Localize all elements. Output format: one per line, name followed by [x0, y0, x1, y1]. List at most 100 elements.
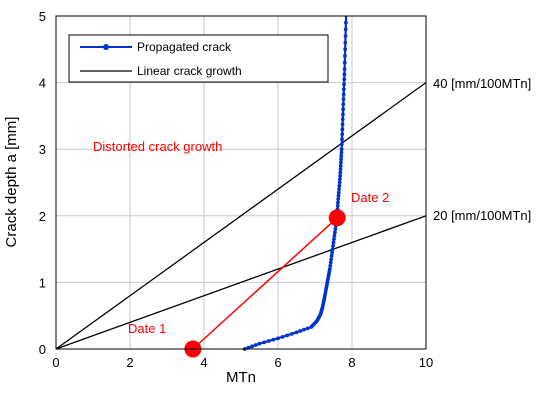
- y-tick-label: 1: [39, 275, 46, 290]
- propagated-crack-point: [340, 127, 345, 132]
- propagated-crack-point: [343, 20, 348, 25]
- x-tick-label: 6: [274, 355, 281, 370]
- date-2-marker: [328, 209, 346, 227]
- x-tick-label: 10: [419, 355, 433, 370]
- propagated-crack-point: [336, 200, 340, 205]
- propagated-crack-point: [343, 54, 347, 58]
- x-tick-label: 2: [126, 355, 133, 370]
- legend-label-linear: Linear crack growth: [137, 64, 242, 78]
- propagated-crack-point: [337, 177, 342, 182]
- x-tick-label: 4: [200, 355, 207, 370]
- y-tick-label: 2: [39, 209, 46, 224]
- legend: Propagated crack Linear crack growth: [68, 34, 329, 83]
- propagated-crack-point: [332, 230, 337, 235]
- propagated-crack-point: [333, 227, 338, 232]
- propagated-crack-point: [253, 343, 258, 347]
- propagated-crack-point: [338, 173, 343, 178]
- propagated-crack-point: [289, 331, 294, 336]
- propagated-crack-point: [280, 334, 285, 339]
- propagated-crack-point: [342, 82, 346, 87]
- propagated-crack-point: [336, 193, 341, 198]
- propagated-crack-point: [343, 47, 348, 52]
- propagated-crack-point: [341, 92, 346, 97]
- legend-box: [68, 34, 329, 83]
- propagated-crack-point: [343, 27, 348, 32]
- propagated-crack-point: [339, 147, 344, 152]
- propagated-crack-point: [305, 326, 310, 331]
- propagated-crack-point: [337, 187, 341, 192]
- propagated-crack-point: [332, 237, 336, 242]
- propagated-crack-point: [340, 137, 344, 142]
- propagated-crack-point: [276, 336, 280, 341]
- propagated-crack-point: [339, 150, 344, 155]
- propagated-crack-point: [338, 170, 343, 175]
- propagated-crack-point: [294, 330, 299, 335]
- propagated-crack-point: [250, 344, 255, 349]
- propagated-crack-point: [338, 163, 343, 168]
- propagated-crack-point: [341, 102, 346, 107]
- x-tick-label: 8: [348, 355, 355, 370]
- propagated-crack-point: [342, 67, 347, 72]
- propagated-crack-point: [262, 340, 267, 345]
- legend-marker-propagated: [103, 44, 109, 50]
- propagated-crack-point: [336, 190, 341, 195]
- propagated-crack-point: [332, 233, 337, 238]
- propagated-crack-point: [328, 260, 333, 265]
- linear-growth-line-20: [55, 215, 427, 350]
- plot-frame: [55, 15, 427, 350]
- propagated-crack-point: [330, 250, 335, 255]
- propagated-crack-point: [343, 40, 348, 45]
- legend-label-propagated: Propagated crack: [137, 40, 232, 54]
- propagated-crack-point: [329, 257, 334, 261]
- propagated-crack-point: [340, 132, 345, 137]
- propagated-crack-point: [339, 142, 344, 147]
- propagated-crack-point: [339, 157, 343, 162]
- propagated-crack-point: [327, 267, 332, 271]
- propagated-crack-point: [331, 243, 335, 248]
- propagated-crack-point: [341, 107, 346, 112]
- x-axis-label: MTn: [226, 369, 256, 386]
- distorted-growth-line: [192, 217, 338, 350]
- tick-labels: 0 2 4 6 8 10 0 1 2 3 4 5: [39, 9, 433, 370]
- propagated-crack-point: [337, 183, 342, 188]
- series-layer: [55, 15, 427, 358]
- propagated-crack-point: [342, 60, 347, 65]
- propagated-crack-point: [341, 87, 346, 92]
- annotation-20-rate: 20 [mm/100MTn]: [433, 208, 531, 223]
- propagated-crack-point: [257, 341, 262, 346]
- propagated-crack-point: [328, 263, 333, 268]
- propagated-crack-point: [298, 329, 303, 333]
- propagated-crack-point: [271, 337, 276, 342]
- propagated-crack-point: [339, 160, 343, 165]
- annotation-date-2: Date 2: [351, 190, 389, 205]
- linear-growth-line-40: [55, 82, 427, 350]
- y-axis-label: Crack depth a [mm]: [3, 117, 20, 248]
- propagated-crack-point: [342, 77, 347, 82]
- propagated-crack-point: [343, 34, 348, 38]
- propagated-crack-point: [336, 197, 341, 202]
- propagated-crack-point: [340, 117, 345, 122]
- propagated-crack-point: [285, 333, 290, 338]
- y-tick-label: 4: [39, 76, 46, 91]
- propagated-crack-point: [335, 203, 340, 208]
- propagated-crack-point: [338, 167, 343, 172]
- propagated-crack-point: [342, 72, 347, 77]
- propagated-crack-point: [329, 253, 334, 258]
- annotation-distorted-growth: Distorted crack growth: [93, 139, 222, 154]
- propagated-crack-point: [330, 247, 335, 252]
- propagated-crack-point: [340, 122, 345, 127]
- x-tick-label: 0: [52, 355, 59, 370]
- propagated-crack-point: [266, 339, 271, 343]
- annotation-40-rate: 40 [mm/100MTn]: [433, 76, 531, 91]
- propagated-crack-point: [302, 327, 306, 332]
- y-tick-label: 3: [39, 142, 46, 157]
- annotation-date-1: Date 1: [128, 321, 166, 336]
- propagated-crack-point: [331, 240, 336, 245]
- y-tick-label: 0: [39, 342, 46, 357]
- propagated-crack-point: [341, 112, 345, 117]
- propagated-crack-point: [339, 153, 344, 158]
- y-tick-label: 5: [39, 9, 46, 24]
- propagated-crack-point: [337, 180, 342, 185]
- propagated-crack-point: [341, 97, 346, 102]
